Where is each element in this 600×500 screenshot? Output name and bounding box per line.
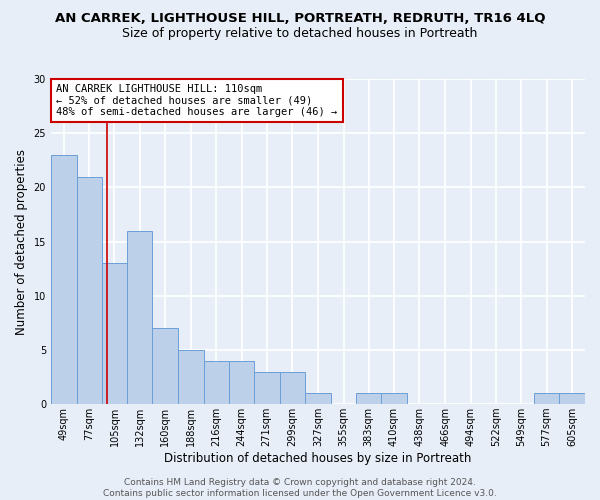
Text: Contains HM Land Registry data © Crown copyright and database right 2024.
Contai: Contains HM Land Registry data © Crown c…	[103, 478, 497, 498]
Bar	[203, 361, 229, 404]
Text: AN CARREK, LIGHTHOUSE HILL, PORTREATH, REDRUTH, TR16 4LQ: AN CARREK, LIGHTHOUSE HILL, PORTREATH, R…	[55, 12, 545, 26]
Bar	[305, 394, 331, 404]
Bar	[559, 394, 585, 404]
Bar	[254, 372, 280, 404]
X-axis label: Distribution of detached houses by size in Portreath: Distribution of detached houses by size …	[164, 452, 472, 465]
Bar	[356, 394, 381, 404]
Text: Size of property relative to detached houses in Portreath: Size of property relative to detached ho…	[122, 28, 478, 40]
Bar	[381, 394, 407, 404]
Bar	[127, 230, 152, 404]
Bar	[152, 328, 178, 404]
Bar	[102, 264, 127, 404]
Bar	[280, 372, 305, 404]
Bar	[77, 176, 102, 404]
Bar	[229, 361, 254, 404]
Y-axis label: Number of detached properties: Number of detached properties	[15, 148, 28, 334]
Bar	[178, 350, 203, 404]
Text: AN CARREK LIGHTHOUSE HILL: 110sqm
← 52% of detached houses are smaller (49)
48% : AN CARREK LIGHTHOUSE HILL: 110sqm ← 52% …	[56, 84, 338, 117]
Bar	[51, 155, 77, 404]
Bar	[534, 394, 559, 404]
